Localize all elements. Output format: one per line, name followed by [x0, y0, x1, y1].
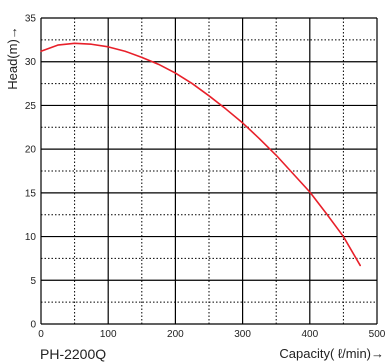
performance-curve: [40, 42, 362, 267]
y-tick-label: 0: [30, 320, 36, 331]
x-tick-label: 300: [234, 329, 251, 340]
grid: [40, 17, 378, 325]
x-tick-label: 400: [301, 329, 318, 340]
y-tick-label: 10: [25, 232, 37, 243]
x-tick-label: 200: [167, 329, 184, 340]
tick-labels: 0 100 200 300 400 500 0 5 10 15 20 25 30 35: [25, 14, 386, 341]
y-tick-label: 30: [25, 57, 37, 68]
y-tick-label: 25: [25, 101, 37, 112]
y-tick-label: 35: [25, 14, 37, 25]
x-axis-label: Capacity( ℓ/min)→: [279, 346, 384, 361]
y-tick-label: 20: [25, 145, 37, 156]
y-axis-label: Head(m)→: [5, 26, 20, 90]
x-tick-label: 100: [100, 329, 117, 340]
series-line: [40, 42, 362, 267]
y-tick-label: 5: [30, 276, 36, 287]
model-label: PH-2200Q: [40, 346, 106, 362]
x-tick-label: 500: [369, 329, 386, 340]
y-tick-label: 15: [25, 188, 37, 199]
x-tick-label: 0: [38, 329, 44, 340]
